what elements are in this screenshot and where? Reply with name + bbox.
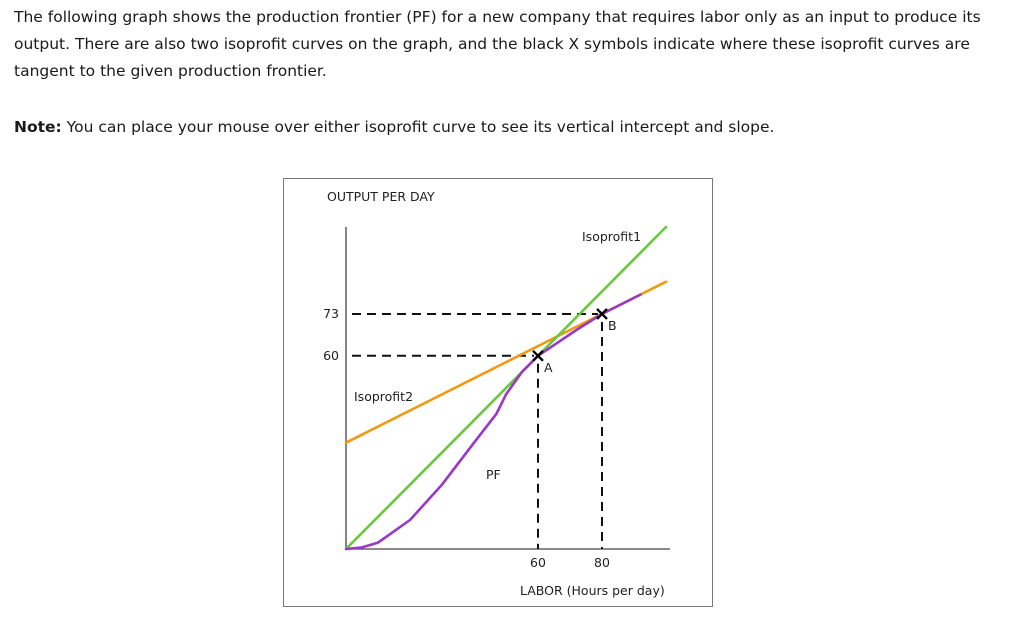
tangent-label-b: B <box>608 318 617 333</box>
isoprofit1-label: Isoprofit1 <box>582 229 641 244</box>
y-tick-label-60: 60 <box>323 348 339 363</box>
tangent-marker-b <box>596 308 608 320</box>
pf-curve <box>344 293 642 551</box>
x-axis-label: LABOR (Hours per day) <box>520 583 665 598</box>
y-tick-label-73: 73 <box>323 306 339 321</box>
isoprofit2-label: Isoprofit2 <box>354 389 413 404</box>
production-frontier-chart: OUTPUT PER DAY LABOR (Hours per day) 73 60 6… <box>323 189 670 598</box>
isoprofit1-curve[interactable] <box>344 225 668 551</box>
tangent-label-a: A <box>544 360 553 375</box>
pf-label: PF <box>486 467 501 482</box>
question-intro: The following graph shows the production… <box>14 8 981 80</box>
question-note: Note: You can place your mouse over eith… <box>14 114 774 141</box>
note-text: You can place your mouse over either iso… <box>61 118 775 136</box>
chart-panel: OUTPUT PER DAY LABOR (Hours per day) 73 60 6… <box>283 178 713 607</box>
y-axis-label: OUTPUT PER DAY <box>327 189 435 204</box>
note-label: Note: <box>14 118 62 136</box>
x-tick-label-80: 80 <box>594 555 610 570</box>
x-tick-label-60: 60 <box>530 555 546 570</box>
tangent-marker-a <box>532 349 544 362</box>
